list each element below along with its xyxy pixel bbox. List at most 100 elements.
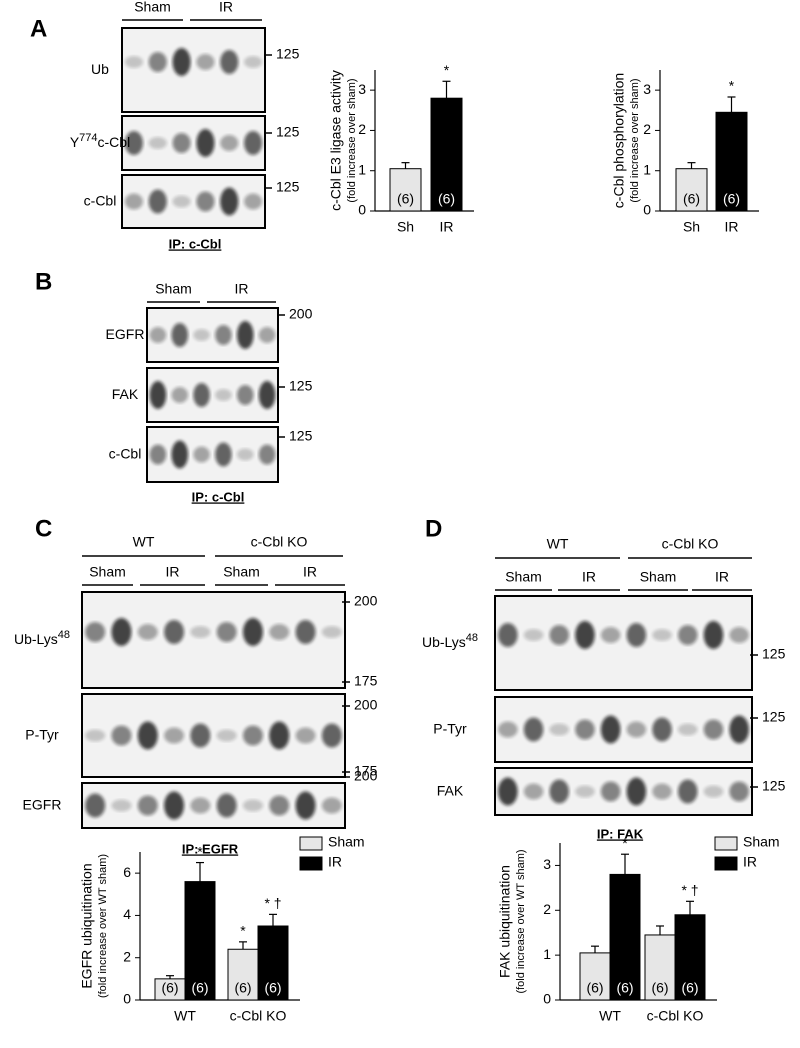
row-label: EGFR	[106, 326, 145, 342]
blot-band	[626, 623, 647, 647]
row-label: FAK	[437, 782, 464, 798]
blot-band	[137, 795, 158, 816]
blot-band	[172, 48, 191, 76]
x-tick-label: c-Cbl KO	[647, 1008, 704, 1024]
bar	[389, 168, 422, 212]
legend-label: IR	[743, 854, 757, 870]
bar	[715, 111, 748, 212]
y-tick-label: 4	[123, 906, 131, 922]
blot-band	[549, 625, 570, 645]
mw-marker: 200	[289, 306, 313, 322]
mw-marker: 200	[354, 768, 378, 784]
blot-band	[164, 620, 185, 644]
panel-letter: C	[35, 515, 52, 542]
blot-band	[295, 727, 316, 744]
y-tick-label: 1	[543, 946, 551, 962]
blot-band	[321, 723, 342, 748]
row-label: Y774c-Cbl	[70, 132, 130, 150]
blot-band	[216, 729, 237, 742]
blot-band	[190, 797, 211, 814]
row-label-text: Y	[70, 134, 80, 150]
n-label: (6)	[651, 980, 668, 996]
blot-band	[193, 329, 210, 341]
row-label-text: Ub-Lys	[14, 631, 58, 647]
blot-band	[600, 781, 621, 802]
blot-band	[295, 791, 316, 820]
row-label: Ub-Lys48	[14, 629, 70, 647]
blot-band	[652, 629, 672, 641]
blot-band	[703, 719, 724, 740]
x-tick-label: c-Cbl KO	[230, 1008, 287, 1024]
genotype-label: c-Cbl KO	[662, 536, 719, 552]
row-label-text: P-Tyr	[25, 726, 59, 742]
legend-swatch	[714, 836, 738, 851]
n-label: (6)	[438, 191, 455, 207]
row-label-text: Ub-Lys	[422, 634, 466, 650]
row-label-text: P-Tyr	[433, 720, 467, 736]
significance: *	[729, 78, 735, 94]
row-label: P-Tyr	[433, 720, 467, 736]
blot-band	[498, 777, 518, 806]
blot-panel	[146, 367, 279, 423]
ip-label: IP: c-Cbl	[169, 236, 222, 251]
x-tick-label: WT	[174, 1008, 196, 1024]
blot-band	[498, 623, 518, 647]
blot-panel	[146, 426, 279, 483]
blot-band	[172, 133, 191, 153]
blot-band	[258, 381, 276, 409]
row-label: c-Cbl	[109, 445, 142, 461]
blot-band	[236, 321, 254, 349]
blot-band	[137, 721, 158, 750]
blot-band	[171, 440, 189, 469]
blot-band	[124, 56, 143, 68]
blot-band	[111, 618, 132, 646]
x-tick-label: WT	[599, 1008, 621, 1024]
y-tick-label: 3	[643, 81, 651, 97]
blot-band	[600, 627, 621, 643]
bar	[579, 952, 611, 1001]
n-label: (6)	[234, 980, 251, 996]
blot-band	[196, 54, 215, 70]
mw-marker: 125	[762, 646, 786, 662]
blot-band	[498, 721, 518, 738]
n-label: (6)	[161, 980, 178, 996]
blot-band	[523, 629, 544, 641]
blot-band	[164, 727, 185, 744]
blot-band	[148, 52, 167, 72]
blot-band	[190, 723, 211, 748]
bar	[257, 925, 289, 1001]
blot-band	[575, 785, 595, 798]
blot-band	[220, 187, 239, 216]
ip-label: IP: c-Cbl	[192, 489, 245, 504]
row-label-suffix: c-Cbl	[98, 134, 131, 150]
n-label: (6)	[264, 980, 281, 996]
group-label: IR	[303, 564, 317, 580]
bar	[227, 948, 259, 1001]
blot-band	[85, 622, 106, 642]
blot-band	[216, 793, 237, 818]
blot-band	[171, 387, 189, 403]
blot-band	[193, 383, 210, 407]
n-label: (6)	[191, 980, 208, 996]
blot-band	[85, 793, 106, 818]
row-label: P-Tyr	[25, 726, 59, 742]
n-label: (6)	[616, 980, 633, 996]
genotype-label: WT	[133, 534, 155, 550]
blot-band	[236, 448, 254, 461]
row-label-text: Ub	[91, 61, 109, 77]
y-tick-label: 1	[643, 161, 651, 177]
significance: *	[444, 62, 450, 78]
blot-band	[321, 797, 342, 814]
group-label: Sham	[155, 281, 192, 297]
blot-band	[242, 618, 263, 646]
bar	[609, 873, 641, 1001]
y-tick-label: 2	[123, 948, 131, 964]
blot-band	[652, 783, 672, 800]
n-label: (6)	[681, 980, 698, 996]
blot-band	[295, 620, 316, 644]
blot-band	[242, 725, 263, 746]
row-label-text: EGFR	[106, 326, 145, 342]
y-tick-label: 2	[358, 121, 366, 137]
ip-label: IP: EGFR	[182, 841, 239, 856]
